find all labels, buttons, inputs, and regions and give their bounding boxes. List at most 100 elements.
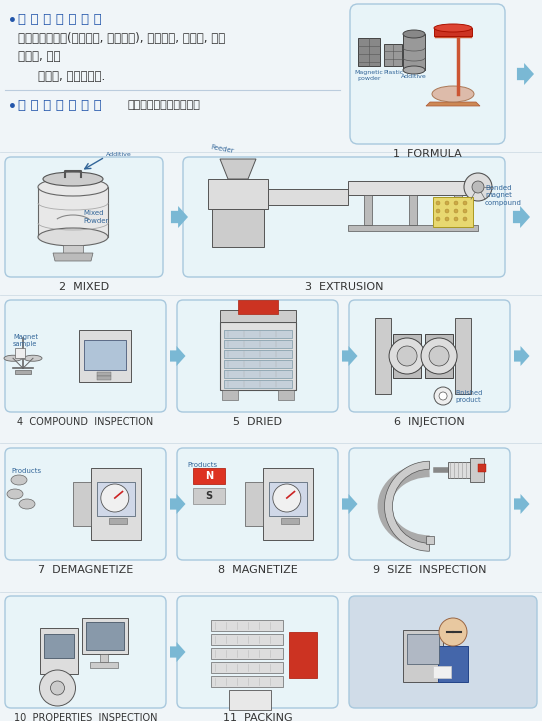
Bar <box>223 370 292 378</box>
Bar <box>211 620 283 631</box>
Circle shape <box>464 173 492 201</box>
Bar <box>364 195 372 225</box>
Circle shape <box>445 209 449 213</box>
Bar <box>438 646 468 682</box>
Bar <box>407 634 439 664</box>
Bar <box>80 330 132 382</box>
Bar <box>212 209 264 247</box>
FancyBboxPatch shape <box>5 300 166 412</box>
Bar <box>403 630 443 682</box>
Circle shape <box>50 681 64 695</box>
Bar <box>220 310 295 322</box>
Bar <box>98 372 112 376</box>
Bar <box>109 518 127 524</box>
Text: N: N <box>205 471 213 481</box>
Bar <box>15 371 31 374</box>
Text: 7  DEMAGNETIZE: 7 DEMAGNETIZE <box>38 565 133 575</box>
Polygon shape <box>513 206 530 228</box>
Bar <box>223 330 292 338</box>
Circle shape <box>397 346 417 366</box>
Circle shape <box>389 338 425 374</box>
Circle shape <box>445 201 449 205</box>
Bar <box>454 195 462 225</box>
Bar <box>425 334 453 378</box>
Bar <box>222 390 237 400</box>
Text: 1  FORMULA: 1 FORMULA <box>393 149 462 159</box>
Bar <box>97 482 135 516</box>
Text: Products: Products <box>187 462 217 468</box>
Circle shape <box>436 201 440 205</box>
Bar <box>98 376 112 380</box>
Bar <box>15 348 25 358</box>
Bar <box>403 34 425 70</box>
Text: 6  INJECTION: 6 INJECTION <box>394 417 465 427</box>
Text: （共分为十一个步骤。）: （共分为十一个步骤。） <box>128 100 201 110</box>
Bar <box>211 634 283 645</box>
Bar <box>433 197 473 227</box>
Ellipse shape <box>403 30 425 38</box>
Polygon shape <box>426 102 480 106</box>
Text: •: • <box>8 100 17 114</box>
Polygon shape <box>342 346 358 366</box>
Bar <box>278 390 294 400</box>
Ellipse shape <box>434 24 472 32</box>
Circle shape <box>454 209 458 213</box>
Bar <box>193 488 225 504</box>
Bar <box>289 632 318 678</box>
Ellipse shape <box>403 66 425 74</box>
Text: 5  DRIED: 5 DRIED <box>233 417 282 427</box>
Polygon shape <box>53 253 93 261</box>
FancyBboxPatch shape <box>349 300 510 412</box>
Text: Magnet
sample: Magnet sample <box>13 335 38 348</box>
Polygon shape <box>342 494 358 514</box>
Bar <box>211 648 283 659</box>
Wedge shape <box>384 461 429 552</box>
FancyBboxPatch shape <box>5 596 166 708</box>
Bar <box>478 464 486 472</box>
Bar <box>208 179 268 209</box>
Circle shape <box>40 670 75 706</box>
FancyBboxPatch shape <box>177 300 338 412</box>
Bar <box>85 340 126 371</box>
Text: Plastic: Plastic <box>383 70 403 75</box>
Circle shape <box>454 201 458 205</box>
Bar <box>223 350 292 358</box>
Text: Additive: Additive <box>106 153 132 157</box>
Text: Additive: Additive <box>401 74 427 79</box>
FancyBboxPatch shape <box>349 448 510 560</box>
Bar <box>375 318 391 394</box>
Bar <box>211 676 283 687</box>
Ellipse shape <box>38 178 108 196</box>
Bar <box>268 189 348 205</box>
Text: Finished
product: Finished product <box>455 390 482 403</box>
Bar <box>358 38 380 66</box>
FancyBboxPatch shape <box>5 157 163 277</box>
Text: 4  COMPOUND  INSPECTION: 4 COMPOUND INSPECTION <box>17 417 153 427</box>
Circle shape <box>421 338 457 374</box>
Bar <box>220 322 295 390</box>
Bar <box>100 654 107 662</box>
Circle shape <box>101 484 129 512</box>
Polygon shape <box>170 642 185 662</box>
Text: 10  PROPERTIES  INSPECTION: 10 PROPERTIES INSPECTION <box>14 713 157 721</box>
Bar <box>393 334 421 378</box>
Text: 11  PACKING: 11 PACKING <box>223 713 292 721</box>
Text: Feeder: Feeder <box>210 144 234 154</box>
Circle shape <box>429 346 449 366</box>
FancyBboxPatch shape <box>183 157 505 277</box>
Bar <box>434 28 472 36</box>
Bar <box>81 618 127 654</box>
Ellipse shape <box>24 355 42 361</box>
Bar <box>229 690 272 710</box>
Bar <box>245 482 263 526</box>
Circle shape <box>445 217 449 221</box>
Bar <box>448 462 474 478</box>
FancyBboxPatch shape <box>350 4 505 144</box>
Circle shape <box>436 217 440 221</box>
FancyBboxPatch shape <box>349 596 537 708</box>
Text: 2  MIXED: 2 MIXED <box>59 282 109 292</box>
Circle shape <box>436 209 440 213</box>
Text: 感应器, 精密仪表等.: 感应器, 精密仪表等. <box>38 70 105 83</box>
Text: 9  SIZE  INSPECTION: 9 SIZE INSPECTION <box>373 565 486 575</box>
Bar <box>211 662 283 673</box>
